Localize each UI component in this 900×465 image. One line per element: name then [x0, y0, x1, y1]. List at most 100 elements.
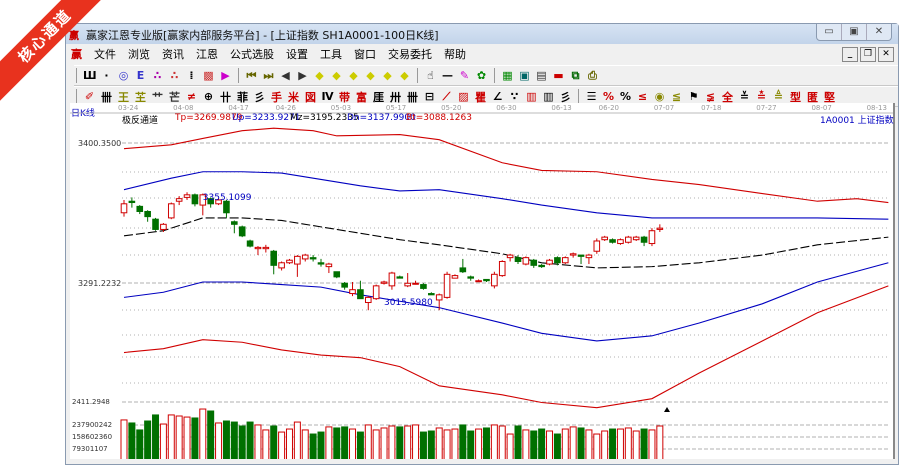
draw-9-icon[interactable]: 彡: [560, 90, 571, 104]
volume-bar: [427, 430, 435, 459]
shift-down-icon[interactable]: ◆: [400, 69, 409, 82]
grid-red-icon[interactable]: ▩: [203, 69, 214, 82]
draw-14-icon[interactable]: ◉: [654, 90, 665, 103]
menu-trade[interactable]: 交易委托: [388, 48, 432, 61]
shift-right-icon[interactable]: ◆: [366, 69, 375, 82]
gear-icon[interactable]: ✿: [476, 69, 487, 82]
draw-8-icon[interactable]: ▥: [543, 90, 554, 103]
menu-gann[interactable]: 江恩: [196, 48, 218, 61]
flag-icon[interactable]: ▶: [221, 69, 230, 82]
draw-16-icon[interactable]: ⚑: [688, 90, 699, 103]
menu-help[interactable]: 帮助: [444, 48, 466, 61]
child-restore-button[interactable]: ❐: [860, 47, 876, 62]
draw-12-icon[interactable]: %: [619, 90, 632, 103]
draw-4-icon[interactable]: 瞿: [475, 90, 486, 104]
e-icon[interactable]: Ε: [136, 69, 145, 82]
gann-11-icon[interactable]: 带: [339, 90, 350, 104]
menu-window[interactable]: 窗口: [354, 48, 376, 61]
calculator-icon[interactable]: ▣: [519, 69, 530, 82]
gann-3-icon[interactable]: 艹: [152, 90, 163, 104]
gann-12-icon[interactable]: 富: [356, 90, 367, 104]
gann-8-icon[interactable]: 米: [288, 90, 299, 104]
draw-6-icon[interactable]: ∵: [510, 90, 519, 103]
zoom-out-icon[interactable]: ◆: [332, 69, 341, 82]
draw-3-icon[interactable]: ▨: [458, 90, 469, 103]
gann-14-icon[interactable]: 卅: [390, 90, 401, 104]
hand-icon[interactable]: ☝: [427, 69, 434, 82]
draw-17-icon[interactable]: ≨: [705, 90, 716, 103]
maximize-button[interactable]: ▣: [841, 24, 866, 40]
gann-7-icon[interactable]: 手: [271, 90, 282, 104]
draw-23-icon[interactable]: 匿: [807, 90, 818, 104]
close-button[interactable]: ✕: [866, 24, 891, 40]
print-icon[interactable]: ⎙: [588, 68, 597, 82]
draw-11-icon[interactable]: %: [602, 90, 615, 103]
dots-purple-icon[interactable]: ∴: [153, 69, 162, 82]
prev-icon[interactable]: ◀: [281, 69, 290, 82]
dot-icon[interactable]: ·: [104, 69, 109, 82]
last-icon[interactable]: ⏭: [263, 68, 274, 82]
draw-13-icon[interactable]: ≤: [637, 90, 648, 103]
gann-13-icon[interactable]: 厓: [373, 90, 384, 104]
draw-24-icon[interactable]: 堅: [824, 90, 835, 104]
gann-4-icon[interactable]: 芒: [169, 90, 180, 104]
menu-settings[interactable]: 设置: [286, 48, 308, 61]
gann-1-icon[interactable]: 王: [118, 90, 129, 104]
candle-body: [514, 257, 522, 262]
gann-6-icon[interactable]: 菲: [237, 90, 248, 104]
minimize-button[interactable]: ▭: [824, 26, 834, 37]
draw-18-icon[interactable]: 全: [722, 90, 733, 104]
draw-5-icon[interactable]: ∠: [492, 90, 503, 103]
shift-left-icon[interactable]: ◆: [349, 69, 358, 82]
fan-icon[interactable]: 彡: [254, 90, 265, 104]
draw-21-icon[interactable]: ≜: [773, 90, 784, 103]
pen-icon[interactable]: ✎: [459, 69, 470, 82]
date-axis-label: 05-20: [441, 104, 462, 112]
draw-7-icon[interactable]: ▥: [526, 90, 537, 103]
menu-file[interactable]: 文件: [94, 48, 116, 61]
gann-15-icon[interactable]: 卌: [407, 90, 418, 104]
chart-area[interactable]: [70, 103, 895, 459]
list-icon[interactable]: ▤: [536, 69, 547, 82]
volume-bar: [270, 425, 278, 459]
circle-cross-icon[interactable]: ⊕: [203, 90, 214, 103]
menu-formula[interactable]: 公式选股: [230, 48, 274, 61]
first-icon[interactable]: ⏮: [246, 68, 257, 82]
volume-bar: [293, 421, 301, 459]
gann-10-icon[interactable]: Ⅳ: [321, 90, 334, 103]
save-icon[interactable]: ▬: [553, 69, 564, 82]
date-axis-label: 04-17: [228, 104, 249, 112]
menu-news[interactable]: 资讯: [162, 48, 184, 61]
draw-2-icon[interactable]: ⟋: [442, 89, 451, 103]
next-icon[interactable]: ▶: [298, 69, 307, 82]
export-icon[interactable]: ⧉: [571, 68, 580, 82]
child-minimize-button[interactable]: _: [842, 47, 858, 62]
brush-icon[interactable]: ✐: [84, 90, 95, 103]
circle-grid-icon[interactable]: ◎: [118, 69, 129, 82]
draw-15-icon[interactable]: ≦: [671, 90, 682, 103]
volume-label-top: 2411.2948: [72, 398, 110, 406]
grid-icon[interactable]: 卌: [101, 90, 112, 104]
draw-1-icon[interactable]: ⊟: [424, 90, 435, 103]
dots-icon[interactable]: ⁞: [189, 69, 194, 82]
draw-20-icon[interactable]: ≛: [756, 90, 767, 103]
draw-22-icon[interactable]: 型: [790, 90, 801, 104]
line-icon[interactable]: —: [442, 69, 453, 82]
shift-up-icon[interactable]: ◆: [383, 69, 392, 82]
cross-icon[interactable]: 卄: [220, 90, 231, 104]
dots-red-icon[interactable]: ∴: [170, 69, 179, 82]
zoom-in-icon[interactable]: ◆: [315, 69, 324, 82]
layout-icon[interactable]: Ш: [83, 69, 97, 82]
gann-2-icon[interactable]: 芏: [135, 90, 146, 104]
candle-body: [522, 257, 530, 265]
menu-browse[interactable]: 浏览: [128, 48, 150, 61]
child-close-button[interactable]: ✕: [878, 47, 894, 62]
candle-body: [286, 259, 293, 264]
calendar-icon[interactable]: ▦: [502, 69, 513, 82]
menu-tools[interactable]: 工具: [320, 48, 342, 61]
draw-10-icon[interactable]: ☰: [586, 90, 597, 103]
candle-body: [585, 254, 593, 259]
gann-9-icon[interactable]: 図: [305, 90, 316, 104]
gann-5-icon[interactable]: ≠: [186, 90, 197, 103]
draw-19-icon[interactable]: ≚: [739, 90, 750, 103]
